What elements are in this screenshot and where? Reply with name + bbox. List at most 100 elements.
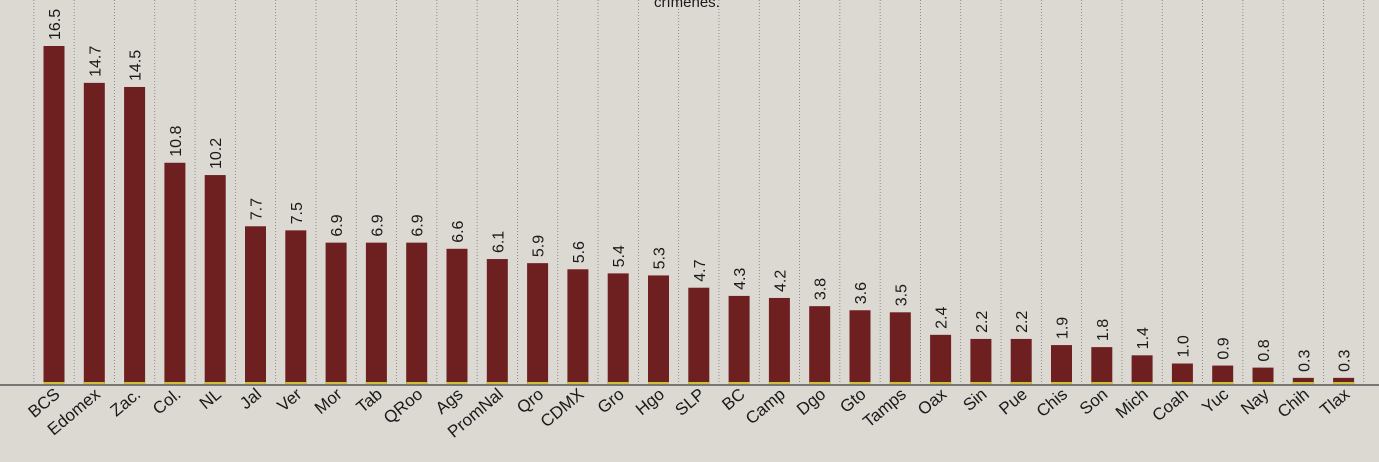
category-label: Zac. xyxy=(107,385,145,421)
value-label: 3.8 xyxy=(813,278,830,300)
bar-base-accent xyxy=(527,382,549,384)
bar-base-accent xyxy=(406,382,428,384)
value-label: 1.4 xyxy=(1135,327,1152,349)
value-label: 0.3 xyxy=(1337,350,1354,372)
category-label: Yuc xyxy=(1198,384,1232,417)
bar-base-accent xyxy=(1051,382,1072,384)
value-label: 0.9 xyxy=(1216,337,1233,359)
bar-base-accent xyxy=(567,382,589,384)
value-label: 6.6 xyxy=(450,220,467,242)
value-label: 6.9 xyxy=(410,214,427,236)
value-label: 5.6 xyxy=(571,241,588,263)
bar-base-accent xyxy=(1212,382,1234,384)
bar-cdmx xyxy=(567,269,589,384)
value-label: 14.5 xyxy=(128,50,145,81)
bar-oax xyxy=(930,334,952,384)
bar-edomex xyxy=(83,82,105,384)
category-label: Pue xyxy=(995,385,1030,419)
bar-dgo xyxy=(809,306,831,384)
value-label: 16.5 xyxy=(47,9,64,40)
bar-coah xyxy=(1171,363,1193,384)
category-label: SLP xyxy=(672,385,709,420)
bar-nay xyxy=(1252,367,1274,384)
bar-chih xyxy=(1292,377,1314,384)
bar-base-accent xyxy=(365,382,387,384)
value-label: 1.8 xyxy=(1095,319,1112,341)
category-label: Chis xyxy=(1033,385,1071,421)
category-label: Tlax xyxy=(1316,384,1353,420)
category-label: Jal xyxy=(236,385,265,414)
value-label: 0.3 xyxy=(1296,350,1313,372)
category-label: Mor xyxy=(311,384,346,418)
value-label: 1.0 xyxy=(1175,335,1192,357)
bar-base-accent xyxy=(1333,382,1355,384)
bar-jal xyxy=(245,226,266,384)
category-label: Dgo xyxy=(793,385,829,420)
value-label: 1.9 xyxy=(1055,317,1072,339)
value-label: 4.7 xyxy=(692,259,709,281)
bar-base-accent xyxy=(1131,382,1153,384)
category-label: CDMX xyxy=(537,385,588,432)
value-labels: 16.5 14.7 14.5 10.8 10.2 7.7 7.5 6.9 6.9 6.9 6.6 6.… xyxy=(47,9,1354,372)
bar-base-accent xyxy=(809,382,831,384)
bar-nl xyxy=(204,175,226,384)
category-label: Hgo xyxy=(632,385,668,420)
chart-caption: crímenes. xyxy=(654,0,720,11)
value-label: 0.8 xyxy=(1256,339,1273,361)
category-label: Sin xyxy=(959,385,990,415)
category-label: Mich xyxy=(1112,385,1152,423)
bar-bcs xyxy=(43,46,65,384)
category-label: QRoo xyxy=(380,385,426,428)
bar-base-accent xyxy=(688,382,710,384)
value-label: 6.9 xyxy=(329,214,346,236)
bar-zac xyxy=(124,86,146,384)
category-label: Camp xyxy=(742,385,789,429)
bar-base-accent xyxy=(1252,382,1274,384)
bar-base-accent xyxy=(1171,382,1193,384)
bar-base-accent xyxy=(124,382,146,384)
value-label: 2.4 xyxy=(934,306,951,328)
value-label: 4.3 xyxy=(732,268,749,290)
value-label: 4.2 xyxy=(772,270,789,292)
bar-gro xyxy=(607,273,629,384)
grid-lines xyxy=(33,0,1365,384)
bar-base-accent xyxy=(204,382,226,384)
category-label: Son xyxy=(1076,385,1111,419)
bar-base-accent xyxy=(970,382,992,384)
bar-mich xyxy=(1131,355,1153,384)
value-label: 3.5 xyxy=(893,284,910,306)
category-label: BC xyxy=(718,385,748,415)
value-label: 14.7 xyxy=(87,46,104,77)
bar-base-accent xyxy=(648,382,669,384)
bar-base-accent xyxy=(930,382,952,384)
bars xyxy=(43,46,1355,384)
bar-base-accent xyxy=(446,382,468,384)
bar-pue xyxy=(1010,338,1032,384)
bar-base-accent xyxy=(245,382,266,384)
value-label: 5.9 xyxy=(531,235,548,257)
bar-base-accent xyxy=(1010,382,1032,384)
bar-yuc xyxy=(1212,365,1234,384)
bar-qroo xyxy=(406,242,428,384)
bar-base-accent xyxy=(768,382,790,384)
bar-chis xyxy=(1051,345,1072,384)
bar-mor xyxy=(325,242,347,384)
bar-col xyxy=(164,162,186,384)
category-label: Gro xyxy=(594,385,628,418)
value-label: 10.8 xyxy=(168,126,185,157)
value-label: 3.6 xyxy=(853,282,870,304)
category-label: NL xyxy=(196,385,225,414)
bar-tab xyxy=(365,242,387,384)
value-label: 10.2 xyxy=(208,138,225,169)
bar-camp xyxy=(768,297,790,384)
category-label: Col. xyxy=(149,385,184,419)
value-label: 2.2 xyxy=(974,311,991,333)
bar-son xyxy=(1091,347,1113,384)
value-label: 6.1 xyxy=(490,231,507,253)
bar-base-accent xyxy=(728,382,750,384)
bar-base-accent xyxy=(83,382,105,384)
value-label: 5.4 xyxy=(611,245,628,267)
